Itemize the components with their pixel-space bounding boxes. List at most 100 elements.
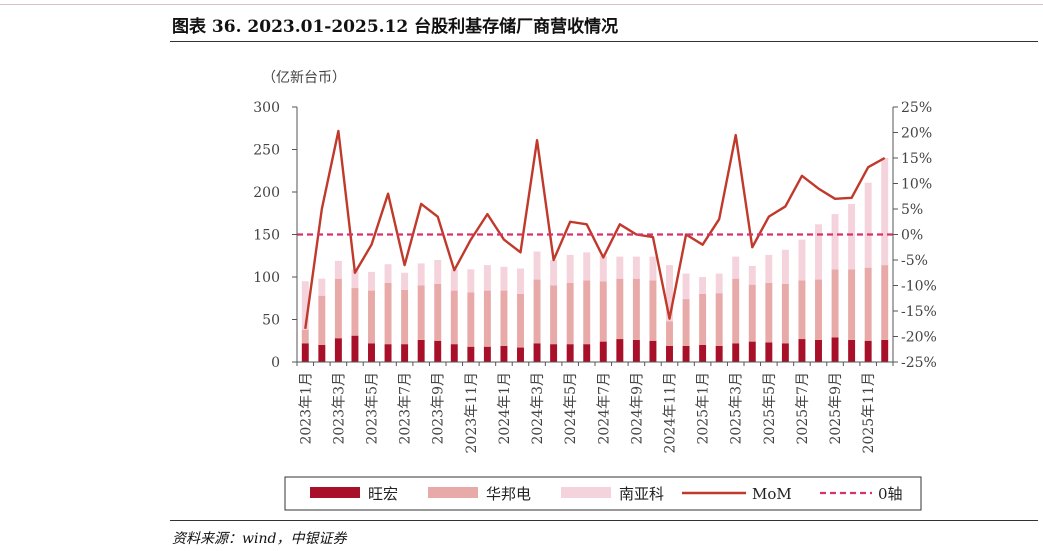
- bar-旺宏-24: [699, 345, 707, 362]
- bar-旺宏-19: [616, 339, 624, 362]
- bar-旺宏-18: [599, 341, 607, 362]
- x-tick-label: 2024年5月: [563, 372, 579, 445]
- bar-旺宏-26: [732, 343, 740, 362]
- y2-tick-label: -10%: [901, 279, 937, 295]
- bar-华邦电-11: [483, 290, 491, 347]
- legend-item-4: 0轴: [820, 485, 903, 503]
- bar-旺宏-8: [434, 340, 442, 362]
- bar-南亚科-4: [368, 271, 375, 291]
- bar-南亚科-11: [483, 265, 491, 291]
- bar-旺宏-32: [831, 337, 839, 362]
- bar-南亚科-8: [434, 260, 442, 284]
- bar-旺宏-11: [483, 346, 491, 362]
- footer-rule: [170, 520, 1038, 521]
- bar-旺宏-20: [632, 339, 640, 362]
- bar-华邦电-22: [666, 321, 673, 346]
- y2-tick-label: -15%: [901, 304, 937, 320]
- legend-item-0: 旺宏: [310, 485, 398, 503]
- legend-item-2: 南亚科: [561, 485, 664, 503]
- bar-南亚科-25: [715, 273, 723, 294]
- bar-华邦电-8: [434, 283, 442, 341]
- y2-tick-label: 0%: [901, 228, 923, 244]
- bar-南亚科-17: [583, 252, 591, 281]
- y-tick-label: 100: [253, 270, 280, 286]
- bar-旺宏-3: [351, 335, 359, 362]
- x-tick-label: 2025年9月: [828, 372, 844, 445]
- bar-华邦电-17: [583, 280, 591, 345]
- bar-南亚科-13: [517, 268, 524, 294]
- x-tick-label: 2025年7月: [795, 372, 811, 445]
- bar-group: [301, 158, 889, 362]
- axes-group: 0 50 100 150 200 250 300 -25% -20% -15% -10% -5% 0% 5…: [253, 100, 937, 453]
- bar-旺宏-15: [550, 344, 558, 362]
- x-tick-label: 2024年9月: [629, 372, 645, 445]
- x-tick-label: 2025年3月: [729, 372, 745, 445]
- bar-华邦电-12: [500, 290, 508, 346]
- bar-南亚科-10: [467, 269, 475, 293]
- legend-label: 旺宏: [368, 485, 398, 503]
- legend-swatch: [310, 487, 360, 498]
- bar-旺宏-2: [334, 338, 342, 362]
- bar-旺宏-17: [583, 344, 591, 362]
- bar-华邦电-35: [881, 265, 889, 340]
- bar-南亚科-9: [450, 269, 458, 291]
- y2-tick-label: -5%: [901, 253, 928, 269]
- y2-tick-label: 20%: [901, 126, 932, 142]
- bar-华邦电-26: [732, 278, 740, 344]
- bar-华邦电-32: [831, 269, 839, 338]
- bar-旺宏-23: [682, 345, 690, 362]
- bar-华邦电-34: [864, 267, 872, 341]
- bar-华邦电-19: [616, 278, 624, 340]
- bar-南亚科-5: [384, 264, 392, 283]
- top-border-line: [0, 4, 1043, 5]
- source-note: 资料来源：wind，中银证券: [172, 531, 347, 547]
- bar-南亚科-2: [334, 260, 342, 279]
- bar-南亚科-3: [351, 269, 359, 289]
- figure-title: 图表 36. 2023.01-2025.12 台股利基存储厂商营收情况: [172, 17, 619, 37]
- bar-旺宏-33: [848, 339, 856, 362]
- bar-华邦电-6: [401, 289, 409, 345]
- bar-华邦电-2: [334, 278, 342, 339]
- bar-华邦电-21: [649, 280, 657, 341]
- bar-华邦电-4: [368, 290, 375, 344]
- bar-旺宏-14: [533, 343, 541, 362]
- y2-tick-label: 5%: [901, 202, 923, 218]
- bar-旺宏-27: [748, 341, 756, 362]
- bar-华邦电-0: [301, 329, 309, 344]
- legend-label: 南亚科: [619, 485, 664, 503]
- x-tick-label: 2023年9月: [431, 372, 447, 445]
- y2-tick-label: 25%: [901, 100, 932, 116]
- bar-旺宏-1: [318, 345, 326, 362]
- bar-旺宏-35: [881, 339, 889, 362]
- bar-华邦电-24: [699, 294, 707, 345]
- x-tick-label: 2025年11月: [861, 372, 877, 453]
- x-tick-label: 2025年5月: [762, 372, 778, 445]
- bar-南亚科-32: [831, 214, 839, 270]
- mom-line: [304, 129, 886, 330]
- bar-南亚科-28: [765, 254, 773, 283]
- x-tick-label: 2023年5月: [365, 372, 381, 445]
- y2-tick-label: 10%: [901, 177, 932, 193]
- bar-旺宏-25: [715, 345, 723, 362]
- bar-南亚科-27: [748, 265, 756, 285]
- legend-swatch: [428, 487, 478, 498]
- bar-华邦电-29: [781, 283, 789, 344]
- x-tick-label: 2024年1月: [497, 372, 513, 445]
- x-tick-label: 2023年11月: [464, 372, 480, 453]
- bar-旺宏-29: [781, 343, 789, 362]
- y2-tick-label: -20%: [901, 330, 937, 346]
- bar-南亚科-6: [401, 272, 409, 290]
- legend-box: [284, 476, 922, 511]
- bar-旺宏-7: [417, 339, 425, 362]
- bar-南亚科-15: [550, 260, 558, 286]
- bar-华邦电-10: [467, 292, 475, 347]
- bar-南亚科-23: [682, 273, 690, 300]
- x-tick-label: 2023年7月: [398, 372, 414, 445]
- x-tick-label: 2024年11月: [663, 372, 679, 453]
- line-group: [297, 129, 893, 330]
- bar-南亚科-18: [599, 255, 607, 282]
- bar-旺宏-31: [815, 339, 822, 362]
- bar-旺宏-6: [401, 344, 409, 362]
- legend-item-1: 华邦电: [428, 485, 531, 503]
- bar-华邦电-31: [815, 279, 822, 340]
